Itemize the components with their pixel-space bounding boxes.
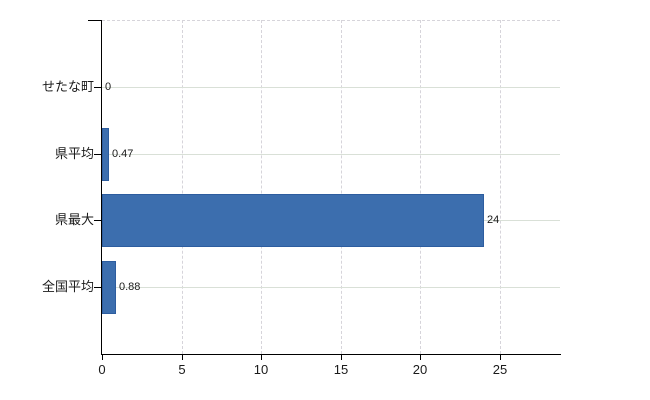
v-gridline — [420, 20, 421, 354]
category-tick — [94, 287, 101, 288]
x-tick-label: 25 — [492, 362, 508, 377]
category-label: 県平均 — [54, 146, 94, 161]
h-gridline — [102, 287, 560, 288]
category-tick — [94, 87, 101, 88]
x-tick-label: 15 — [333, 362, 349, 377]
bar-value-label: 24 — [487, 214, 500, 226]
category-tick — [94, 154, 101, 155]
bar — [102, 261, 116, 314]
plot-top-border — [102, 20, 560, 21]
h-gridline — [102, 154, 560, 155]
x-tick — [102, 355, 103, 360]
v-gridline — [261, 20, 262, 354]
x-tick — [341, 355, 342, 360]
x-tick — [182, 355, 183, 360]
y-axis — [101, 20, 102, 355]
x-tick-label: 20 — [412, 362, 428, 377]
bar-value-label: 0 — [105, 81, 112, 93]
category-tick — [94, 220, 101, 221]
x-tick — [500, 355, 501, 360]
y-axis-top-cap — [88, 20, 101, 21]
category-label: 全国平均 — [41, 279, 94, 294]
bar-value-label: 0.47 — [112, 148, 134, 160]
x-tick — [261, 355, 262, 360]
bar — [102, 128, 109, 181]
x-tick-label: 5 — [178, 362, 186, 377]
bar-value-label: 0.88 — [119, 281, 141, 293]
h-gridline — [102, 87, 560, 88]
category-label: せたな町 — [41, 79, 94, 94]
bar — [102, 194, 484, 247]
category-label: 県最大 — [54, 212, 94, 227]
x-tick — [420, 355, 421, 360]
v-gridline — [341, 20, 342, 354]
x-axis — [101, 354, 561, 355]
x-tick-label: 0 — [98, 362, 106, 377]
v-gridline — [182, 20, 183, 354]
v-gridline — [500, 20, 501, 354]
x-tick-label: 10 — [253, 362, 269, 377]
